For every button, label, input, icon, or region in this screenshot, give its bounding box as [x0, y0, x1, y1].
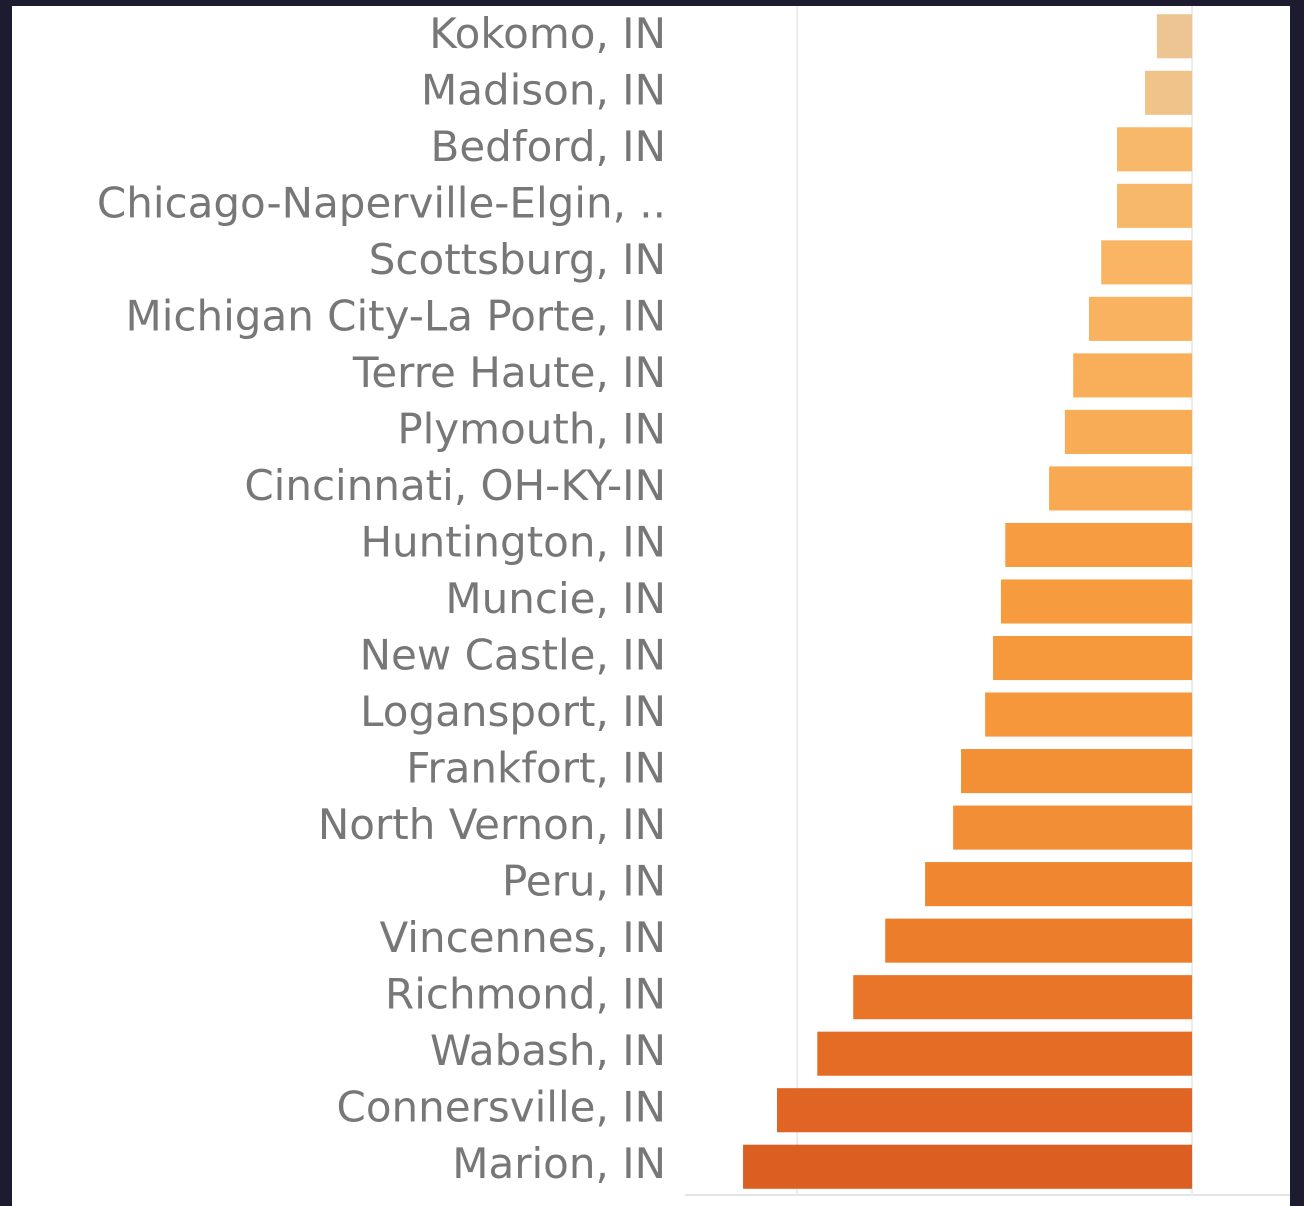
y-tick-label: Peru, IN [502, 857, 666, 906]
bar [777, 1088, 1193, 1133]
bar [743, 1144, 1193, 1189]
bar [817, 1031, 1193, 1076]
bar [925, 862, 1193, 907]
bar [1049, 466, 1193, 511]
y-tick-label: Michigan City-La Porte, IN [126, 291, 666, 340]
bar [1156, 14, 1193, 59]
y-tick-label: Cincinnati, OH-KY-IN [244, 461, 666, 510]
y-tick-label: Huntington, IN [360, 517, 666, 566]
y-tick-label: Marion, IN [452, 1139, 666, 1188]
bar [1064, 409, 1193, 454]
bar [1088, 296, 1193, 341]
y-tick-label: New Castle, IN [360, 631, 666, 680]
y-tick-label: Connersville, IN [337, 1083, 666, 1132]
bar [1117, 183, 1193, 228]
bar [1000, 579, 1193, 624]
y-tick-label: Frankfort, IN [406, 744, 666, 793]
bar [961, 749, 1193, 794]
bar [885, 918, 1193, 963]
bar [1005, 522, 1193, 568]
y-tick-label: North Vernon, IN [318, 800, 666, 849]
bar [985, 692, 1193, 737]
bar [853, 975, 1193, 1020]
bar [1073, 353, 1193, 398]
bar [993, 635, 1193, 681]
bar [1101, 240, 1193, 285]
y-tick-label: Plymouth, IN [397, 404, 666, 453]
y-tick-label: Chicago-Naperville-Elgin, .. [97, 178, 666, 227]
y-tick-label: Madison, IN [421, 65, 666, 114]
bar [953, 805, 1193, 850]
y-tick-label: Vincennes, IN [380, 913, 667, 962]
y-tick-label: Scottsburg, IN [369, 235, 666, 284]
y-tick-label: Wabash, IN [430, 1026, 666, 1075]
y-tick-label: Muncie, IN [445, 574, 666, 623]
y-tick-label: Logansport, IN [360, 687, 666, 736]
bar [1117, 127, 1193, 172]
y-tick-label: Terre Haute, IN [352, 348, 666, 397]
y-tick-label: Bedford, IN [431, 122, 667, 171]
y-tick-label: Richmond, IN [385, 970, 666, 1019]
y-tick-label: Kokomo, IN [429, 9, 666, 58]
bar [1145, 70, 1193, 115]
